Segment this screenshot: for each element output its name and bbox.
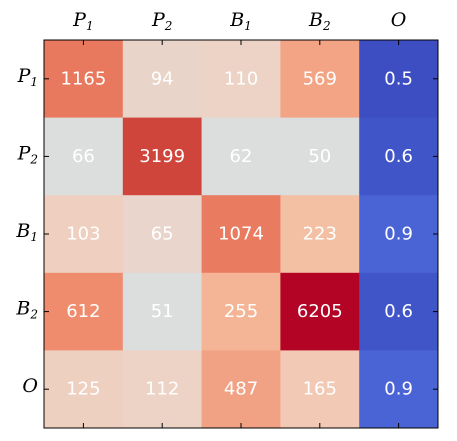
cell-value-label: 0.5 <box>384 68 413 89</box>
x-tick-label: O <box>391 9 407 31</box>
heatmap-cell <box>280 195 360 274</box>
cell-value-label: 1165 <box>60 68 106 89</box>
cell-value-label: 112 <box>145 379 179 400</box>
cell-value-label: 51 <box>151 301 174 322</box>
heatmap-cell <box>44 350 124 429</box>
cell-value-label: 569 <box>303 68 337 89</box>
heatmap-cell <box>201 195 281 274</box>
heatmap-cell <box>201 350 281 429</box>
cell-value-label: 0.9 <box>384 379 413 400</box>
heatmap-cell <box>122 272 203 351</box>
y-tick-label: B2 <box>15 298 38 322</box>
heatmap-cell <box>122 40 203 119</box>
heatmap-cells <box>44 40 439 429</box>
heatmap-cell <box>122 195 203 274</box>
heatmap-cell <box>280 272 360 351</box>
y-tick-label: P2 <box>17 142 38 166</box>
cell-value-label: 1074 <box>218 224 264 245</box>
y-tick-label: B1 <box>15 220 38 244</box>
cell-value-label: 0.6 <box>384 301 413 322</box>
heatmap-cell <box>201 272 281 351</box>
cell-value-label: 103 <box>66 224 100 245</box>
heatmap-cell <box>201 40 281 119</box>
x-tick-label: B2 <box>308 9 331 33</box>
cell-value-label: 66 <box>72 146 95 167</box>
cell-value-label: 94 <box>151 68 174 89</box>
cell-value-label: 110 <box>224 68 258 89</box>
heatmap-cell <box>280 350 360 429</box>
cell-value-label: 223 <box>303 224 337 245</box>
heatmap-cell <box>359 117 439 196</box>
cell-value-label: 255 <box>224 301 258 322</box>
x-tick-label: P2 <box>151 9 172 33</box>
heatmap-cell <box>122 117 203 196</box>
cell-value-label: 125 <box>66 379 100 400</box>
y-tick-label: P1 <box>17 65 38 89</box>
heatmap-cell <box>280 117 360 196</box>
x-tick-labels: P1 P2 B1 B2 O <box>72 9 407 33</box>
heatmap-cell <box>44 272 124 351</box>
y-tick-labels: P1 P2 B1 B2 O <box>15 65 38 397</box>
y-tick-label: O <box>22 375 38 397</box>
cell-value-label: 0.6 <box>384 146 413 167</box>
heatmap-cell <box>359 195 439 274</box>
x-tick-label: B1 <box>229 9 252 33</box>
cell-value-label: 65 <box>151 224 174 245</box>
heatmap-cell <box>44 117 124 196</box>
heatmap-cell <box>359 272 439 351</box>
axis-ticks <box>44 40 438 428</box>
cell-value-label: 487 <box>224 379 258 400</box>
heatmap-cell <box>44 195 124 274</box>
cell-value-label: 612 <box>66 301 100 322</box>
heatmap-cell <box>44 40 124 119</box>
cell-value-label: 62 <box>230 146 253 167</box>
heatmap-cell <box>201 117 281 196</box>
heatmap-cell <box>359 40 439 119</box>
heatmap-cell-labels: 1165 94 110 569 0.5 66 3199 62 50 0.6 103 65 1074 223… <box>60 68 412 399</box>
cell-value-label: 3199 <box>139 146 185 167</box>
heatmap-cell <box>280 40 360 119</box>
heatmap-cell <box>359 350 439 429</box>
cell-value-label: 50 <box>308 146 331 167</box>
cell-value-label: 6205 <box>297 301 343 322</box>
heatmap-cell <box>122 350 203 429</box>
cell-value-label: 165 <box>303 379 337 400</box>
cell-value-label: 0.9 <box>384 224 413 245</box>
x-tick-label: P1 <box>72 9 93 33</box>
